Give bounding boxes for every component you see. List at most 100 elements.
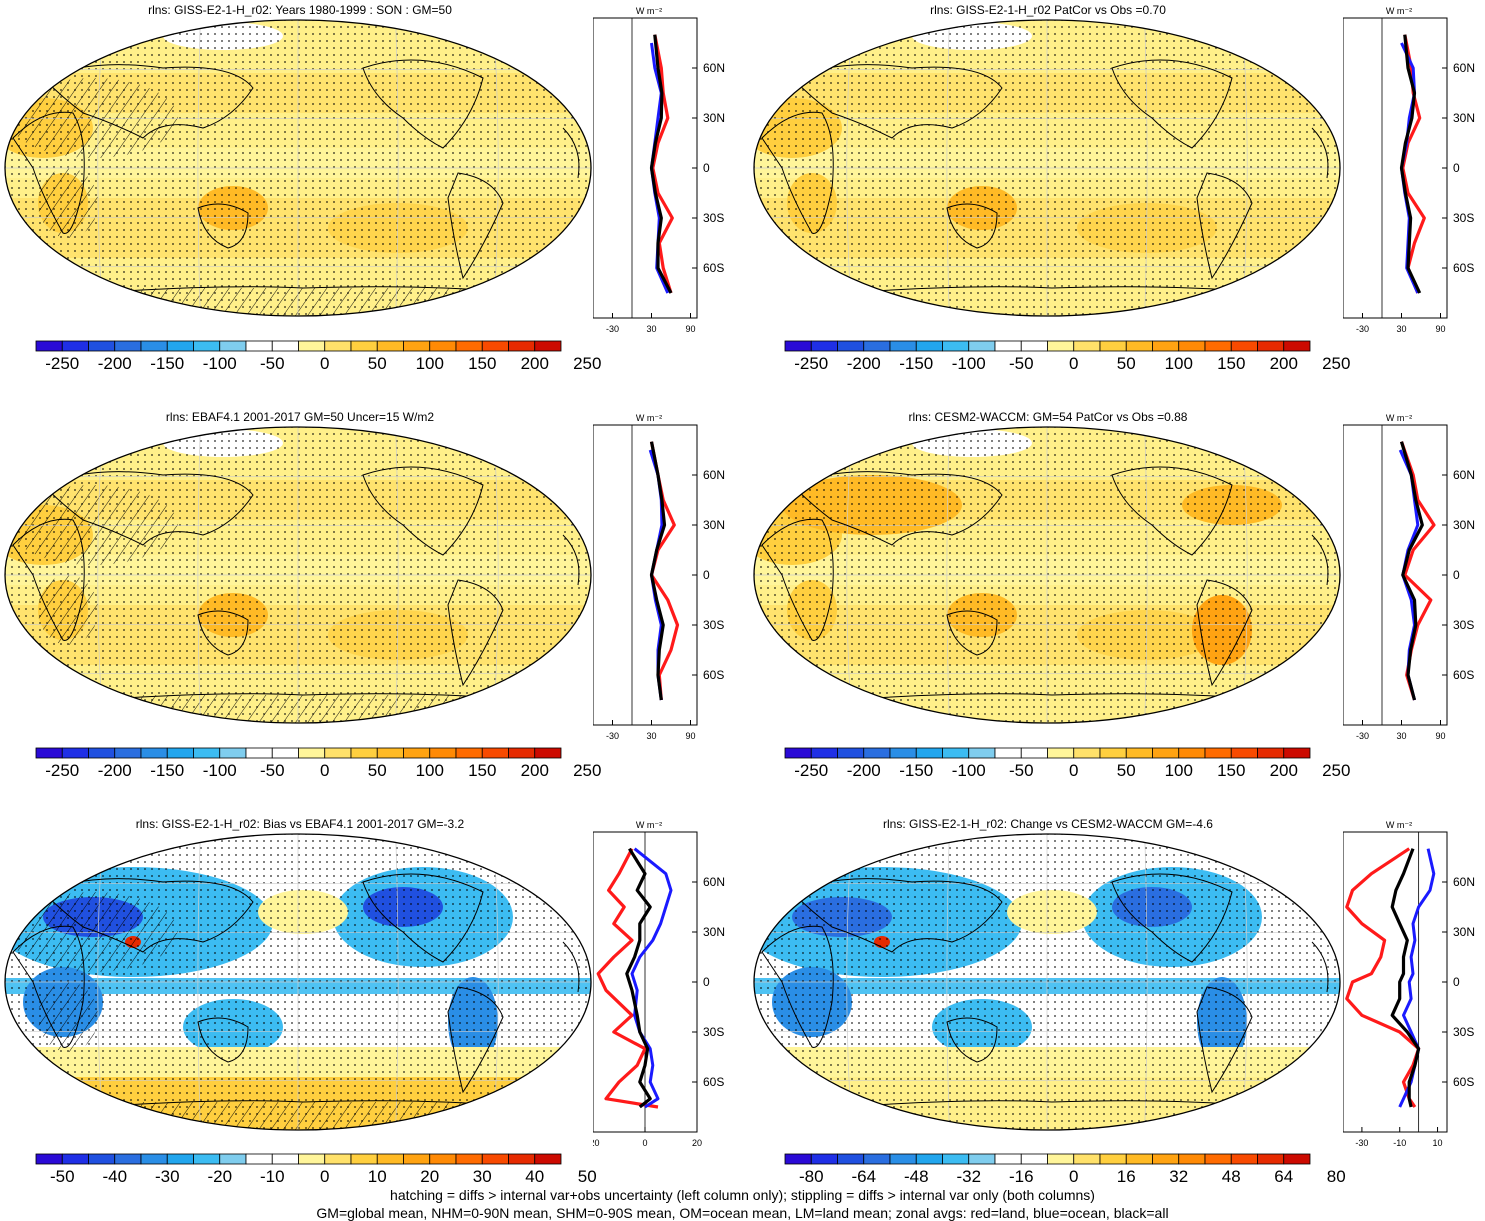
colorbar-swatch bbox=[350, 340, 378, 352]
colorbar-swatch bbox=[219, 340, 247, 352]
zonal-x-tick-label: 90 bbox=[1435, 324, 1445, 334]
colorbar-swatch bbox=[837, 340, 865, 352]
colorbar-swatch bbox=[837, 747, 865, 759]
colorbar-tick-label: -250 bbox=[794, 761, 829, 780]
colorbar-swatch bbox=[245, 747, 273, 759]
colorbar-swatch bbox=[1204, 747, 1232, 759]
colorbar-tick-label: -10 bbox=[259, 1167, 285, 1186]
zonal-land-line bbox=[1399, 441, 1436, 701]
zonal-all-line bbox=[625, 847, 652, 1109]
map-title: rlns: EBAF4.1 2001-2017 GM=50 Uncer=15 W… bbox=[165, 410, 435, 424]
latitude-tick-label: 60N bbox=[703, 468, 725, 482]
colorbar-swatch bbox=[114, 340, 142, 352]
colorbar-swatch bbox=[429, 747, 457, 759]
zonal-land-line bbox=[596, 847, 659, 1109]
zonal-units-label: W m⁻² bbox=[1386, 820, 1412, 830]
colorbar-swatch bbox=[1099, 340, 1127, 352]
colorbar-tick-label: -150 bbox=[150, 761, 185, 780]
colorbar-swatch bbox=[298, 747, 326, 759]
colorbar-swatch bbox=[140, 747, 168, 759]
latitude-tick-label: 30S bbox=[1453, 618, 1474, 632]
colorbar-tick-label: -250 bbox=[45, 761, 80, 780]
latitude-tick-label: 30N bbox=[703, 518, 725, 532]
colorbar-swatch bbox=[1125, 340, 1153, 352]
latitude-tick-label: 60N bbox=[703, 875, 725, 889]
zonal-x-tick-label: 0 bbox=[642, 1138, 647, 1148]
zonal-units-label: W m⁻² bbox=[636, 6, 662, 16]
colorbar-swatch bbox=[994, 340, 1022, 352]
colorbar-swatch bbox=[863, 1153, 891, 1165]
colorbar-tick-label: 250 bbox=[1322, 761, 1351, 780]
colorbar-swatch bbox=[1073, 340, 1101, 352]
colorbar-swatch bbox=[61, 747, 89, 759]
colorbar-tick-label: -64 bbox=[851, 1167, 877, 1186]
colorbar-swatch bbox=[968, 747, 996, 759]
colorbar-tick-label: -200 bbox=[97, 761, 132, 780]
colorbar-tick-label: -100 bbox=[202, 354, 237, 373]
colorbar-swatch bbox=[193, 340, 221, 352]
colorbar-swatch bbox=[166, 340, 194, 352]
colorbar-swatch bbox=[403, 747, 431, 759]
latitude-tick-label: 60N bbox=[1453, 468, 1475, 482]
colorbar-tick-label: 0 bbox=[1069, 1167, 1079, 1186]
colorbar-swatch bbox=[508, 340, 536, 352]
colorbar-swatch bbox=[455, 340, 483, 352]
zonal-units-label: W m⁻² bbox=[636, 820, 662, 830]
colorbar-swatch bbox=[1099, 1153, 1127, 1165]
colorbar-swatch bbox=[455, 1153, 483, 1165]
zonal-all-line bbox=[649, 34, 673, 294]
colorbar-swatch bbox=[1152, 1153, 1180, 1165]
colorbar-tick-label: 100 bbox=[415, 761, 444, 780]
footer-note-2: GM=global mean, NHM=0-90N mean, SHM=0-90… bbox=[316, 1205, 1169, 1221]
colorbar-swatch bbox=[810, 747, 838, 759]
colorbar-tick-label: 150 bbox=[1217, 354, 1246, 373]
colorbar-swatch bbox=[219, 747, 247, 759]
latitude-tick-label: 60N bbox=[703, 61, 725, 75]
zonal-x-tick-label: -10 bbox=[1393, 1138, 1406, 1148]
colorbar-swatch bbox=[915, 1153, 943, 1165]
colorbar-swatch bbox=[1047, 747, 1075, 759]
colorbar-tick-label: -150 bbox=[150, 354, 185, 373]
latitude-tick-label: 30S bbox=[1453, 211, 1474, 225]
colorbar-tick-label: -100 bbox=[951, 354, 986, 373]
colorbar-swatch bbox=[1230, 340, 1258, 352]
colorbar-swatch bbox=[1073, 747, 1101, 759]
colorbar-tick-label: -250 bbox=[45, 354, 80, 373]
zonal-mean-plot: W m⁻² 60N 30N 0 30S 60S -30 30 90 bbox=[593, 6, 725, 334]
colorbar-swatch bbox=[534, 747, 562, 759]
colorbar-tick-label: -50 bbox=[49, 1167, 75, 1186]
colorbar-swatch bbox=[1204, 340, 1232, 352]
colorbar-swatch bbox=[784, 340, 812, 352]
colorbar-tick-label: 0 bbox=[320, 761, 330, 780]
colorbar-swatch bbox=[508, 747, 536, 759]
colorbar-swatch bbox=[193, 747, 221, 759]
colorbar-tick-label: 64 bbox=[1274, 1167, 1294, 1186]
zonal-units-label: W m⁻² bbox=[636, 413, 662, 423]
colorbar-swatch bbox=[35, 747, 63, 759]
colorbar-swatch bbox=[942, 340, 970, 352]
colorbar-swatch bbox=[324, 340, 352, 352]
colorbar-swatch bbox=[166, 747, 194, 759]
colorbar-tick-label: -250 bbox=[794, 354, 829, 373]
latitude-tick-label: 0 bbox=[703, 975, 710, 989]
colorbar-swatch bbox=[889, 747, 917, 759]
colorbar-swatch bbox=[1178, 747, 1206, 759]
zonal-all-line bbox=[1399, 34, 1422, 294]
colorbar-swatch bbox=[942, 1153, 970, 1165]
colorbar-tick-label: -50 bbox=[1008, 761, 1034, 780]
colorbar-swatch bbox=[35, 1153, 63, 1165]
colorbar-tick-label: 250 bbox=[1322, 354, 1351, 373]
zonal-x-tick-label: 10 bbox=[1433, 1138, 1443, 1148]
colorbar-tick-label: -20 bbox=[207, 1167, 233, 1186]
colorbar-swatch bbox=[837, 1153, 865, 1165]
colorbar-swatch bbox=[61, 1153, 89, 1165]
colorbar-swatch bbox=[350, 1153, 378, 1165]
latitude-tick-label: 30N bbox=[1453, 518, 1475, 532]
colorbar-swatch bbox=[376, 340, 404, 352]
colorbar-swatch bbox=[534, 1153, 562, 1165]
colorbar-tick-label: 0 bbox=[1069, 761, 1079, 780]
latitude-tick-label: 60S bbox=[703, 1075, 724, 1089]
map-title: rlns: GISS-E2-1-H_r02: Change vs CESM2-W… bbox=[883, 817, 1213, 831]
zonal-mean-plot: W m⁻² 60N 30N 0 30S 60S -30 30 90 bbox=[1343, 413, 1475, 741]
latitude-tick-label: 0 bbox=[1453, 975, 1460, 989]
